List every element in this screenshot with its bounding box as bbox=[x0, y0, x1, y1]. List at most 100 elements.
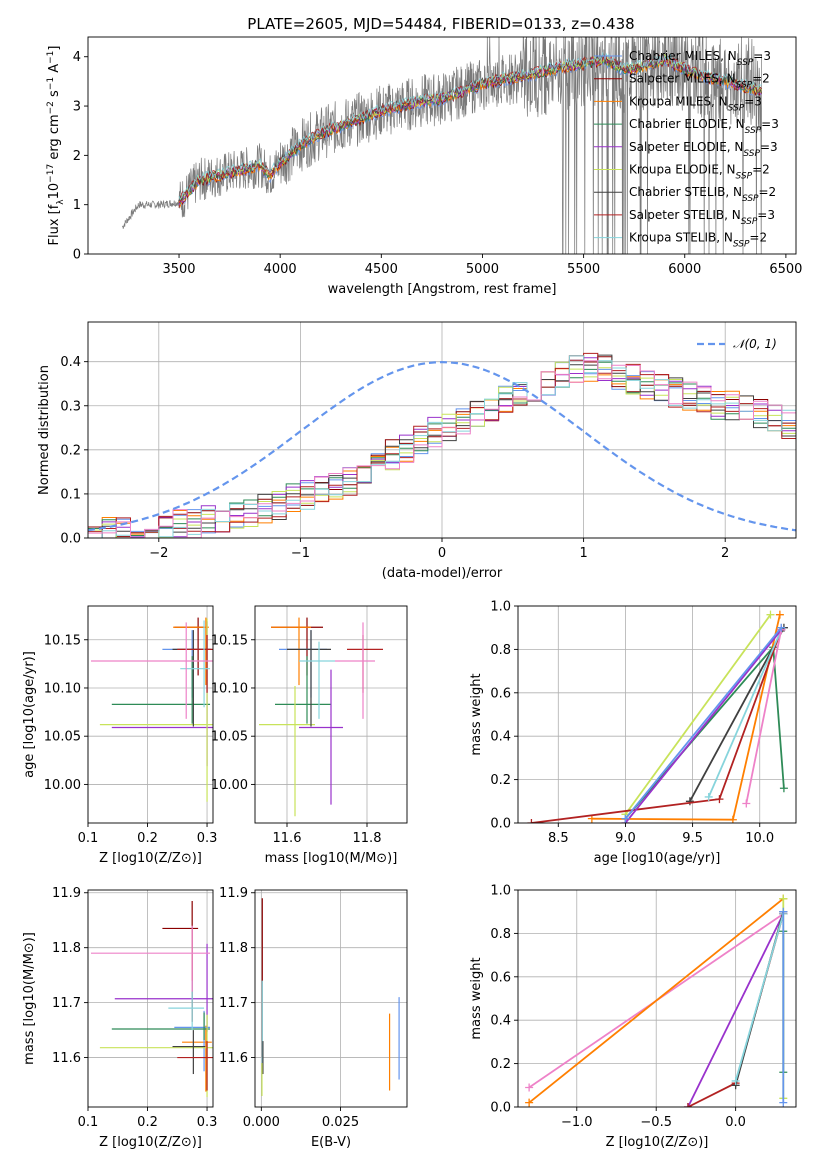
age_vs_mass-plot-area bbox=[259, 617, 383, 817]
weight-marker-chabrier-stelib bbox=[685, 797, 694, 806]
label-fragment: =2 bbox=[752, 72, 770, 86]
weight-marker-chabrier-miles bbox=[621, 814, 630, 823]
x-tick-label: 0.2 bbox=[137, 1115, 158, 1130]
y-tick-label: 3 bbox=[73, 100, 81, 115]
x-tick-label: 0.0 bbox=[725, 1115, 746, 1130]
y-tick-label: 10.00 bbox=[44, 778, 81, 793]
x-tick-label: 0 bbox=[438, 546, 446, 561]
x-tick-label: 0.1 bbox=[78, 831, 99, 846]
x-tick-label: 0.1 bbox=[78, 1115, 99, 1130]
weight-line-salpeter-elodie bbox=[687, 913, 785, 1107]
residuals-plot-area bbox=[88, 352, 796, 538]
weight-marker-chabrier-miles bbox=[779, 1098, 788, 1107]
y-tick-label: 11.8 bbox=[219, 941, 248, 956]
x-tick-label: −1.0 bbox=[561, 1115, 593, 1130]
label-fragment: −1 bbox=[46, 51, 56, 64]
x-tick-label: 5000 bbox=[466, 262, 499, 277]
y-tick-label: 0.0 bbox=[60, 532, 81, 547]
label-fragment: erg cm bbox=[47, 114, 62, 163]
x-tick-label: 6500 bbox=[769, 262, 802, 277]
mass_weight_vs_age-plot-area bbox=[527, 610, 788, 823]
y-tick-label: 0.6 bbox=[490, 686, 511, 701]
weight-line-kroupa-elodie bbox=[624, 614, 772, 815]
weight-marker-chabrier-miles bbox=[777, 623, 786, 632]
axes-frame bbox=[87, 36, 797, 255]
y-axis-label: age [log10(age/yr)] bbox=[22, 651, 37, 778]
y-tick-label: 0.0 bbox=[490, 1101, 511, 1116]
mass_vs_EBV-panel: 0.000 0.025 11.6 11.7 11.8 11.9 E(B-V) bbox=[219, 886, 408, 1150]
figure-title: PLATE=2605, MJD=54484, FIBERID=0133, z=0… bbox=[247, 15, 634, 33]
legend-entry: Salpeter ELODIE, NSSP=3 bbox=[629, 140, 778, 159]
x-axis-label: age [log10(age/yr)] bbox=[594, 851, 721, 866]
y-tick-label: 0.4 bbox=[490, 1014, 511, 1029]
age_vs_Z-plot-area bbox=[90, 617, 213, 802]
label-fragment: Chabrier STELIB, N bbox=[629, 185, 742, 199]
weight-marker-kroupa-elodie bbox=[766, 610, 775, 619]
label-fragment: SSP bbox=[741, 217, 758, 227]
axes-frame bbox=[254, 605, 408, 824]
x-axis-label: Z [log10(Z/Z⊙)] bbox=[99, 1135, 202, 1150]
histogram-chabrier-miles bbox=[88, 359, 796, 538]
label-fragment: =2 bbox=[749, 231, 767, 245]
mass_weight_vs_Z-panel: −1.0 −0.5 0.0 0.0 0.2 0.4 0.6 0.8 1.0 Z [log10(Z/… bbox=[469, 884, 797, 1150]
label-fragment: =3 bbox=[761, 117, 779, 131]
weight-marker-chabrier-elodie bbox=[779, 784, 788, 793]
legend-entry: Kroupa STELIB, NSSP=2 bbox=[629, 231, 767, 250]
label-fragment: =2 bbox=[759, 185, 777, 199]
y-tick-label: 10.10 bbox=[44, 681, 81, 696]
axes-frame bbox=[254, 889, 408, 1108]
age_vs_Z-panel: 0.1 0.2 0.3 10.00 10.05 10.10 10.15 Z [log10(Z/… bbox=[22, 605, 217, 866]
residuals-legend: 𝒩(0, 1) bbox=[697, 337, 777, 351]
label-fragment: ] bbox=[47, 46, 62, 51]
axes-frame bbox=[517, 889, 797, 1108]
y-tick-label: 0 bbox=[73, 248, 81, 263]
histogram-kroupa-stelib bbox=[88, 355, 796, 538]
panels: 3500 4000 4500 5000 5500 6000 6500 0 1 2 3 4 wavelen… bbox=[22, 36, 802, 1150]
label-fragment: SSP bbox=[742, 194, 759, 204]
axes-frame bbox=[87, 605, 214, 824]
y-axis-label: mass weight bbox=[469, 957, 484, 1039]
y-tick-label: 1 bbox=[73, 198, 81, 213]
legend-entry: Kroupa ELODIE, NSSP=2 bbox=[629, 163, 770, 182]
label-fragment: =3 bbox=[757, 208, 775, 222]
histogram-salpeter-miles bbox=[88, 355, 796, 538]
x-tick-label: −2 bbox=[149, 546, 168, 561]
x-tick-label: 4500 bbox=[365, 262, 398, 277]
legend-entry: Chabrier MILES, NSSP=3 bbox=[629, 49, 771, 68]
histogram-salpeter-elodie bbox=[88, 357, 796, 538]
label-fragment: =2 bbox=[752, 163, 770, 177]
y-tick-label: 11.8 bbox=[52, 941, 81, 956]
label-fragment: SSP bbox=[743, 149, 760, 159]
y-tick-label: 0.3 bbox=[60, 399, 81, 414]
label-fragment: =3 bbox=[744, 94, 762, 108]
label-fragment: SSP bbox=[728, 103, 745, 113]
legend-entry: Salpeter STELIB, NSSP=3 bbox=[629, 208, 775, 227]
axes-frame bbox=[87, 889, 214, 1108]
y-axis-label: Normed distribution bbox=[37, 365, 52, 495]
mass_vs_Z-plot-area bbox=[90, 900, 213, 1098]
label-fragment: SSP bbox=[736, 81, 753, 91]
weight-line-kroupa-miles bbox=[528, 897, 784, 1104]
x-tick-label: −1 bbox=[291, 546, 310, 561]
weight-line-kroupa-stelib bbox=[707, 629, 783, 798]
weight-marker-extra_pink bbox=[742, 799, 751, 808]
label-fragment: Chabrier MILES, N bbox=[629, 49, 737, 63]
y-tick-label: 10.10 bbox=[211, 681, 248, 696]
label-fragment: 10 bbox=[47, 183, 62, 200]
histogram-chabrier-stelib bbox=[88, 354, 796, 538]
legend-entry: Chabrier STELIB, NSSP=2 bbox=[629, 185, 776, 204]
y-tick-label: 0.1 bbox=[60, 487, 81, 502]
weight-line-kroupa-stelib bbox=[734, 913, 785, 1082]
histogram-salpeter-stelib bbox=[88, 352, 796, 538]
x-tick-label: 9.0 bbox=[615, 831, 636, 846]
x-tick-label: 1 bbox=[579, 546, 587, 561]
label-fragment: s bbox=[47, 90, 62, 101]
x-axis-label: mass [log10(M/M⊙)] bbox=[265, 851, 398, 866]
x-tick-label: 0.000 bbox=[243, 1115, 280, 1130]
x-tick-label: 0.3 bbox=[197, 1115, 218, 1130]
label-fragment: Kroupa MILES, N bbox=[629, 94, 728, 108]
label-fragment: mass weight bbox=[469, 957, 484, 1039]
spectrum-panel: 3500 4000 4500 5000 5500 6000 6500 0 1 2 3 4 wavelen… bbox=[46, 36, 802, 297]
y-tick-label: 11.6 bbox=[52, 1051, 81, 1066]
